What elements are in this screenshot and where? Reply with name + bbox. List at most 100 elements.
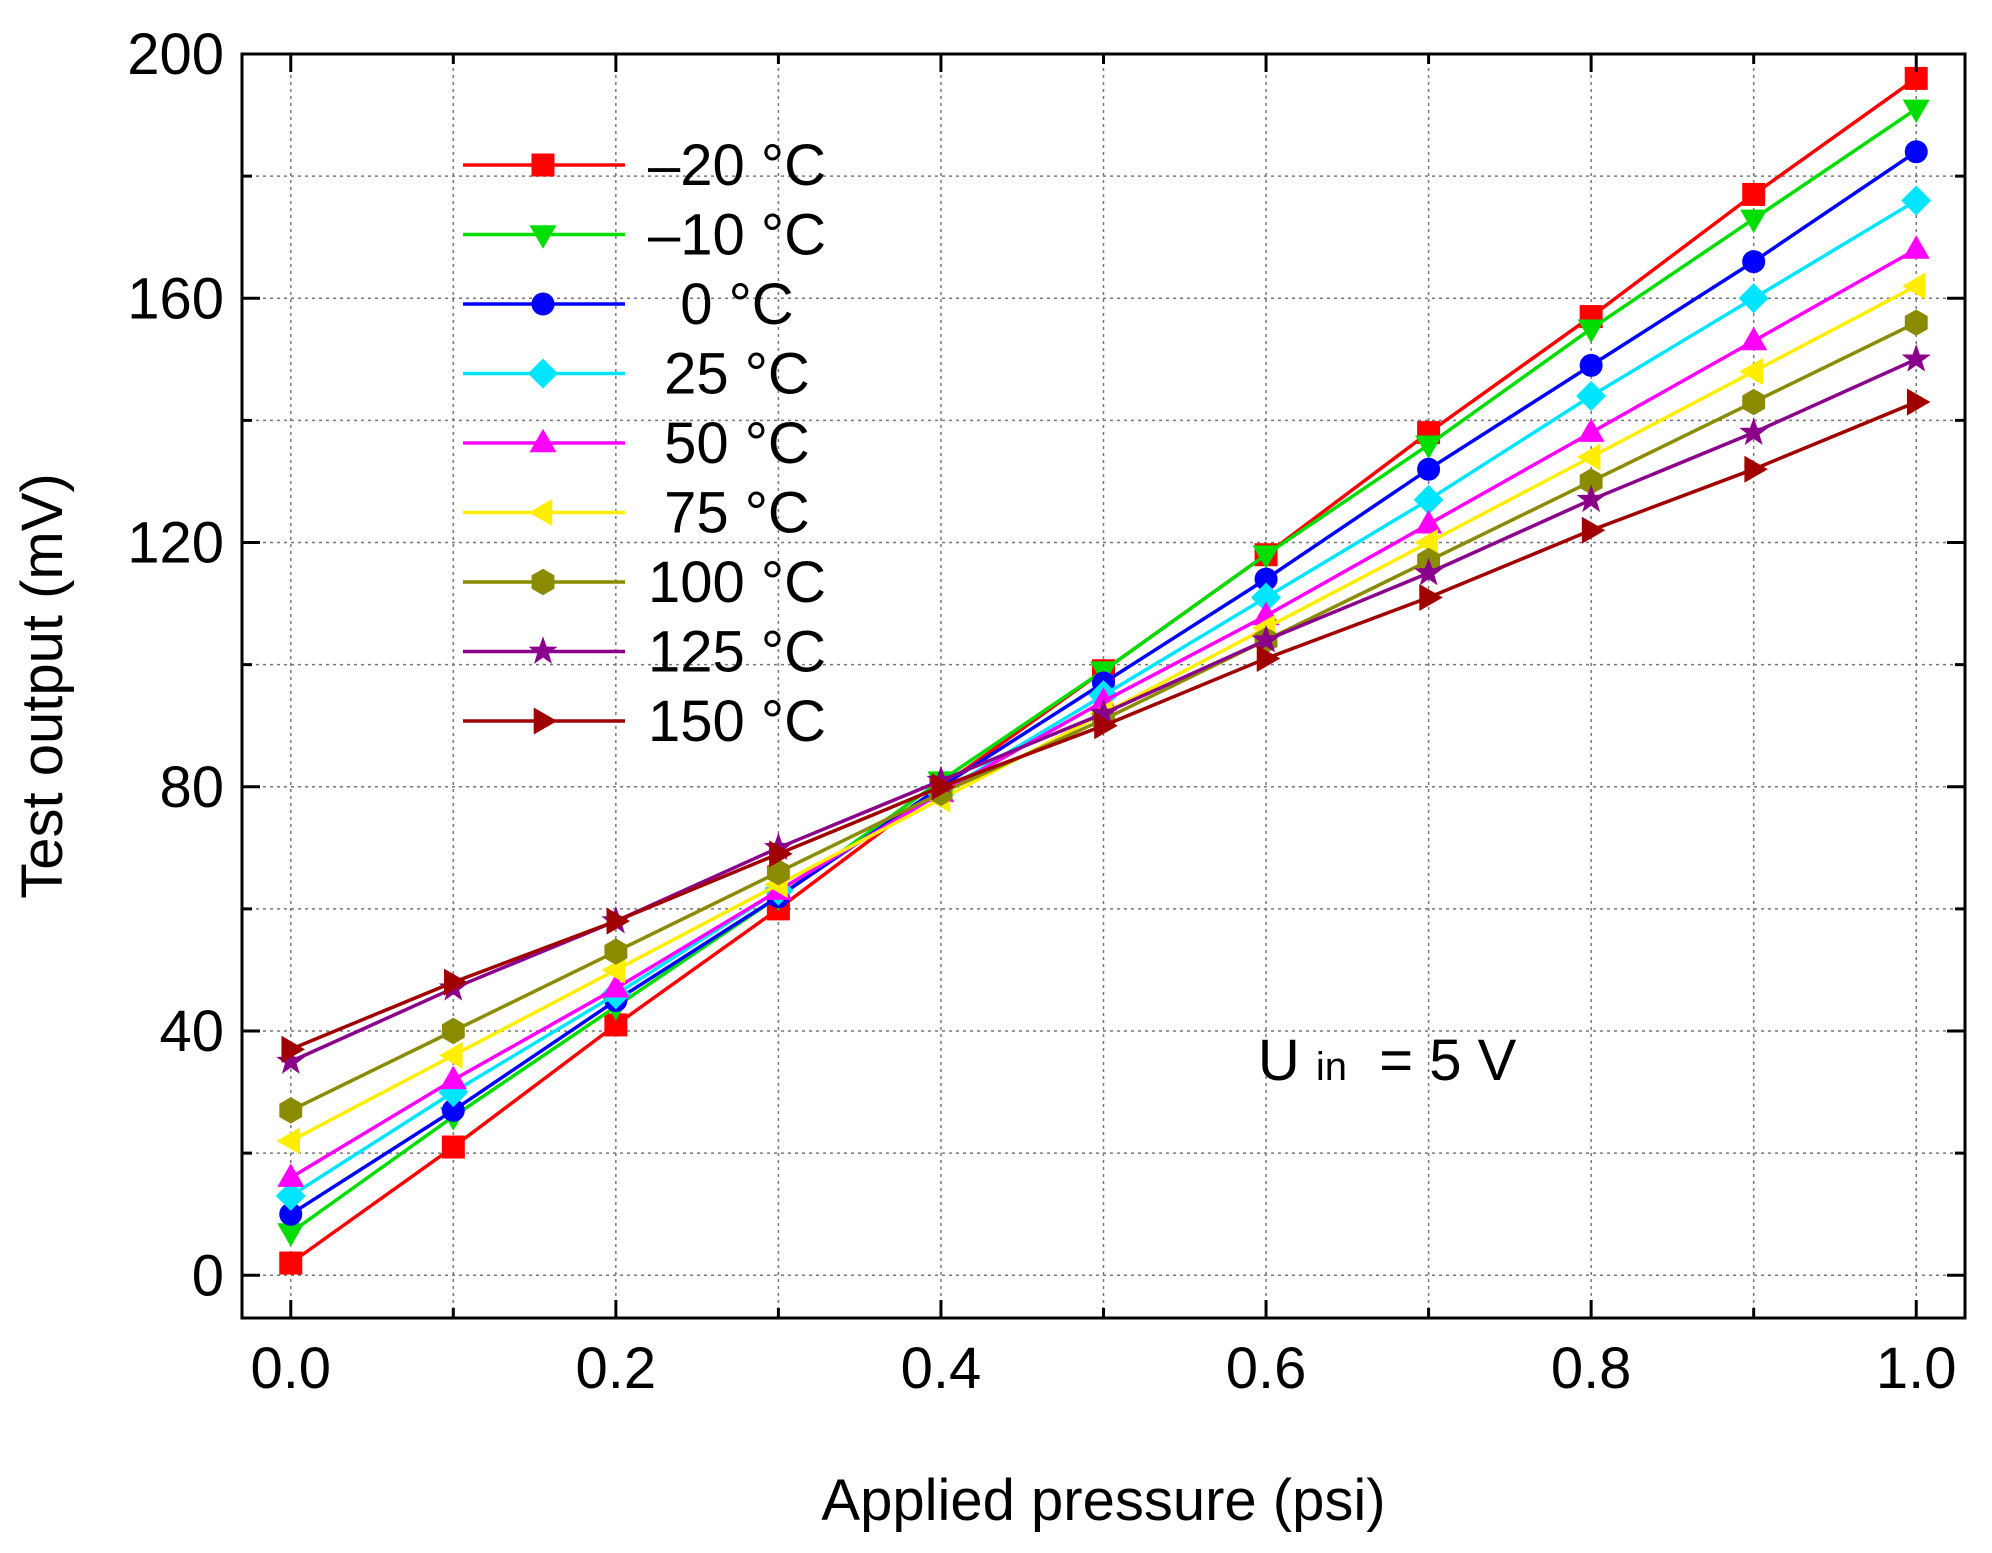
data-point xyxy=(1577,319,1605,343)
legend-marker xyxy=(529,428,557,453)
data-point xyxy=(1576,443,1601,471)
data-point xyxy=(1413,484,1444,515)
y-axis-title: Test output (mV) xyxy=(10,473,75,898)
data-point xyxy=(1252,545,1280,569)
data-point xyxy=(1576,484,1606,513)
data-point xyxy=(606,907,631,935)
legend-item: 125 °C xyxy=(463,620,826,685)
data-point xyxy=(1251,624,1281,653)
data-point xyxy=(281,1035,305,1063)
data-point xyxy=(1742,250,1766,274)
data-point xyxy=(1906,388,1931,416)
data-point xyxy=(1415,435,1443,460)
legend-item: 50 °C xyxy=(463,411,810,476)
data-point xyxy=(766,859,790,886)
y-tick-label: 160 xyxy=(127,266,224,331)
annotation-subscript: in xyxy=(1316,1045,1347,1089)
data-point xyxy=(601,956,626,984)
data-point xyxy=(1256,645,1281,673)
legend-label: 100 °C xyxy=(648,550,826,615)
data-point xyxy=(1094,712,1118,740)
data-point xyxy=(276,1046,306,1074)
legend-item: 100 °C xyxy=(463,550,826,615)
data-point xyxy=(1576,380,1607,411)
legend-marker xyxy=(528,498,553,527)
legend-label: 150 °C xyxy=(648,689,826,754)
x-tick-label: 0.2 xyxy=(576,1336,657,1401)
data-point xyxy=(1740,209,1768,234)
input-voltage-annotation: U in = 5 V xyxy=(1258,1028,1517,1093)
axis-ticks: 0.0 0.2 0.4 0.6 0.8 1.0 0 40 80 120 160 200 xyxy=(127,22,1965,1401)
legend-marker xyxy=(531,153,555,177)
legend-item: –20 °C xyxy=(463,133,826,198)
data-point xyxy=(444,968,468,996)
data-point xyxy=(1740,326,1768,351)
legend-item: 150 °C xyxy=(463,689,826,754)
x-axis-title: Applied pressure (psi) xyxy=(821,1468,1385,1533)
legend-label: –10 °C xyxy=(648,203,826,268)
legend-marker xyxy=(531,568,555,596)
legend-item: –10 °C xyxy=(463,203,826,268)
data-point xyxy=(604,938,628,965)
legend-label: 0 °C xyxy=(648,272,794,337)
legend-marker xyxy=(533,707,558,735)
legend-marker xyxy=(527,358,559,389)
data-point xyxy=(275,1180,306,1211)
data-point xyxy=(602,974,630,998)
series-8 xyxy=(276,344,1931,1074)
data-point xyxy=(1581,516,1606,544)
data-point xyxy=(1744,455,1768,483)
data-point xyxy=(279,1097,303,1124)
data-point xyxy=(277,1163,305,1187)
data-point xyxy=(1742,388,1766,416)
x-tick-label: 1.0 xyxy=(1876,1336,1957,1401)
data-point xyxy=(1901,185,1932,216)
y-tick-label: 80 xyxy=(159,755,224,820)
legend-item: 0 °C xyxy=(463,272,794,337)
series-9 xyxy=(281,388,1931,1063)
data-point xyxy=(1904,309,1928,336)
data-point xyxy=(1738,283,1769,314)
legend-marker xyxy=(531,292,555,316)
legend-label: –20 °C xyxy=(648,133,826,198)
annotation-main: U xyxy=(1258,1028,1300,1093)
data-point xyxy=(439,1065,467,1090)
data-point xyxy=(1902,235,1930,259)
data-point xyxy=(1904,140,1928,164)
data-point xyxy=(1742,182,1766,206)
data-point xyxy=(1419,583,1443,611)
data-point xyxy=(277,1223,305,1247)
data-point xyxy=(441,1017,465,1045)
y-tick-label: 0 xyxy=(192,1243,224,1308)
legend-marker xyxy=(529,225,557,249)
data-point xyxy=(279,1251,303,1275)
annotation-rest: = 5 V xyxy=(1363,1028,1516,1093)
data-point xyxy=(1577,418,1605,442)
data-point xyxy=(441,1135,465,1159)
legend-label: 75 °C xyxy=(648,481,810,546)
y-tick-label: 200 xyxy=(127,22,224,87)
legend-marker xyxy=(528,636,558,664)
data-point xyxy=(1414,528,1438,557)
y-tick-label: 40 xyxy=(159,999,224,1064)
data-point xyxy=(1901,344,1931,372)
series-group xyxy=(275,66,1932,1275)
x-tick-label: 0.8 xyxy=(1551,1336,1632,1401)
data-point xyxy=(439,1041,463,1069)
x-tick-label: 0.4 xyxy=(901,1336,982,1401)
data-point xyxy=(1739,358,1763,386)
data-point xyxy=(1902,99,1930,124)
x-tick-label: 0.0 xyxy=(250,1336,331,1401)
data-point xyxy=(1417,457,1441,481)
legend-item: 25 °C xyxy=(463,342,810,407)
data-point xyxy=(1415,509,1443,534)
legend-label: 125 °C xyxy=(648,620,826,685)
data-point xyxy=(931,773,956,801)
data-point xyxy=(769,840,793,868)
x-tick-label: 0.6 xyxy=(1226,1336,1307,1401)
data-point xyxy=(276,1127,301,1155)
data-point xyxy=(1579,353,1603,377)
